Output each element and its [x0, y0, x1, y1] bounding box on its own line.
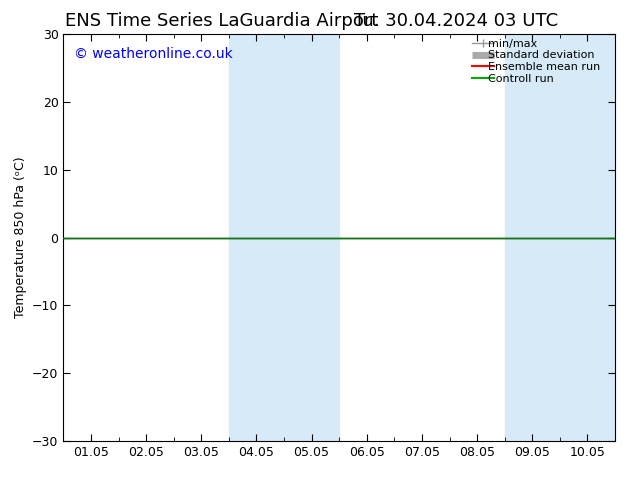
Text: © weatheronline.co.uk: © weatheronline.co.uk — [74, 47, 233, 60]
Bar — [505, 34, 560, 441]
Text: ENS Time Series LaGuardia Airport: ENS Time Series LaGuardia Airport — [65, 12, 378, 30]
Legend: min/max, Standard deviation, Ensemble mean run, Controll run: min/max, Standard deviation, Ensemble me… — [469, 37, 612, 86]
Text: Tu. 30.04.2024 03 UTC: Tu. 30.04.2024 03 UTC — [354, 12, 559, 30]
Bar — [560, 34, 615, 441]
Bar — [229, 34, 284, 441]
Bar — [284, 34, 339, 441]
Y-axis label: Temperature 850 hPa (ᵒC): Temperature 850 hPa (ᵒC) — [13, 157, 27, 318]
